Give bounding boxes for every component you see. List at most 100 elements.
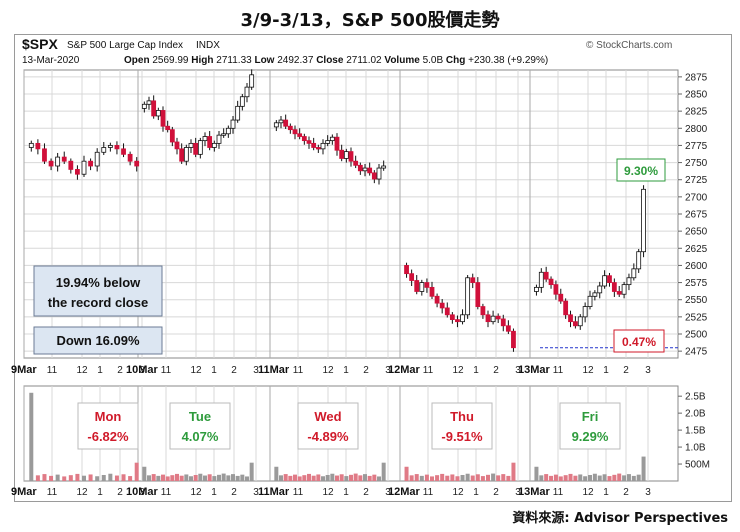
volume-tick-label: 1.0B (685, 443, 706, 454)
volume-bar (29, 392, 34, 481)
volume-bar (108, 473, 113, 481)
candle-up (141, 103, 147, 109)
volume-bar (404, 466, 409, 481)
volume-bar (134, 462, 139, 481)
price-tick-label: 2800 (685, 124, 708, 135)
hour-axis-label: 12 (582, 487, 594, 498)
volume-bar (470, 475, 475, 481)
record-note-box (33, 265, 163, 317)
hour-axis-label: 11 (423, 487, 434, 498)
price-tick-label: 2725 (685, 175, 708, 186)
volume-bar (480, 476, 485, 481)
volume-bar (170, 475, 175, 481)
candle-up (460, 314, 465, 323)
volume-bar (175, 473, 179, 481)
candle-down (563, 300, 569, 316)
hour-axis-label: 12 (76, 365, 88, 376)
candle-down (315, 147, 321, 150)
candle-down (367, 167, 373, 174)
volume-bar (568, 473, 573, 481)
record-note-text: 19.94% below (56, 275, 141, 290)
volume-bar (95, 476, 100, 481)
candle-up (602, 275, 608, 287)
volume-bar (339, 474, 344, 481)
candle-down (480, 306, 486, 316)
volume-bar (179, 475, 184, 481)
candle-down (311, 142, 317, 148)
volume-bar (165, 476, 170, 481)
candle-down (475, 282, 481, 307)
candle-up (329, 136, 335, 142)
hour-axis-label: 2 (623, 365, 629, 376)
volume-bar (184, 474, 189, 481)
volume-bar (128, 476, 133, 481)
volume-bar (161, 474, 165, 481)
volume-bar (235, 475, 240, 481)
price-tick-label: 2650 (685, 227, 708, 238)
candle-down (553, 284, 559, 295)
candle-down (42, 148, 47, 162)
candle-down (207, 136, 213, 148)
pct-low-box (613, 329, 665, 353)
candle-down (348, 151, 354, 162)
price-tick-label: 2575 (685, 278, 708, 289)
candle-up (381, 165, 387, 169)
price-tick-label: 2825 (685, 107, 708, 118)
volume-bar (511, 462, 516, 481)
candle-up (249, 74, 255, 88)
volume-bar (221, 473, 226, 481)
candle-up (592, 292, 598, 297)
candle-down (297, 133, 303, 137)
volume-tick-label: 2.5B (685, 392, 706, 403)
volume-bar (302, 475, 307, 481)
hour-axis-label: 1 (473, 365, 479, 376)
open-value: 2569.99 (152, 55, 189, 66)
volume-bar (35, 475, 40, 481)
volume-bar (539, 475, 544, 481)
candle-down (616, 291, 622, 295)
hour-axis-label: 1 (211, 365, 217, 376)
volume-bar (626, 474, 631, 481)
hour-axis-label: 12 (322, 487, 334, 498)
candle-down (439, 302, 445, 309)
price-tick-label: 2700 (685, 192, 708, 203)
candle-down (68, 160, 74, 170)
price-tick-label: 2475 (685, 347, 708, 358)
volume-bar (231, 474, 235, 481)
hour-axis-label: 2 (117, 487, 123, 498)
candle-down (292, 129, 298, 135)
volume-bar (249, 462, 254, 481)
hour-axis-label: 11 (423, 365, 434, 376)
candle-up (631, 268, 637, 279)
hour-axis-label: 12 (76, 487, 88, 498)
candle-up (101, 147, 107, 153)
volume-bar (573, 475, 578, 481)
volume-bar (563, 475, 568, 481)
hour-axis-label: 1 (97, 365, 103, 376)
candle-up (621, 284, 627, 295)
open-label: Open (124, 55, 150, 66)
volume-bar (142, 466, 147, 481)
daily-change-box (431, 402, 493, 450)
daily-change-value: 4.07% (182, 429, 219, 444)
candle-up (81, 160, 87, 175)
chg-value: +230.38 (+9.29%) (468, 55, 549, 66)
candle-down (572, 321, 578, 327)
candle-down (306, 140, 312, 144)
candle-up (490, 315, 496, 323)
volume-bar (88, 474, 93, 481)
volume-bar (544, 474, 549, 481)
hour-axis-label: 1 (603, 487, 609, 498)
candle-up (419, 282, 425, 292)
volume-bar (631, 475, 636, 481)
volume-bar (414, 474, 419, 481)
volume-bar (475, 474, 480, 481)
price-tick-label: 2500 (685, 330, 708, 341)
candle-up (216, 134, 222, 144)
daily-change-box (559, 402, 621, 450)
hour-axis-label: 11 (293, 365, 304, 376)
volume-bar (207, 474, 212, 481)
volume-bar (549, 475, 554, 481)
hour-axis-label: 1 (97, 487, 103, 498)
